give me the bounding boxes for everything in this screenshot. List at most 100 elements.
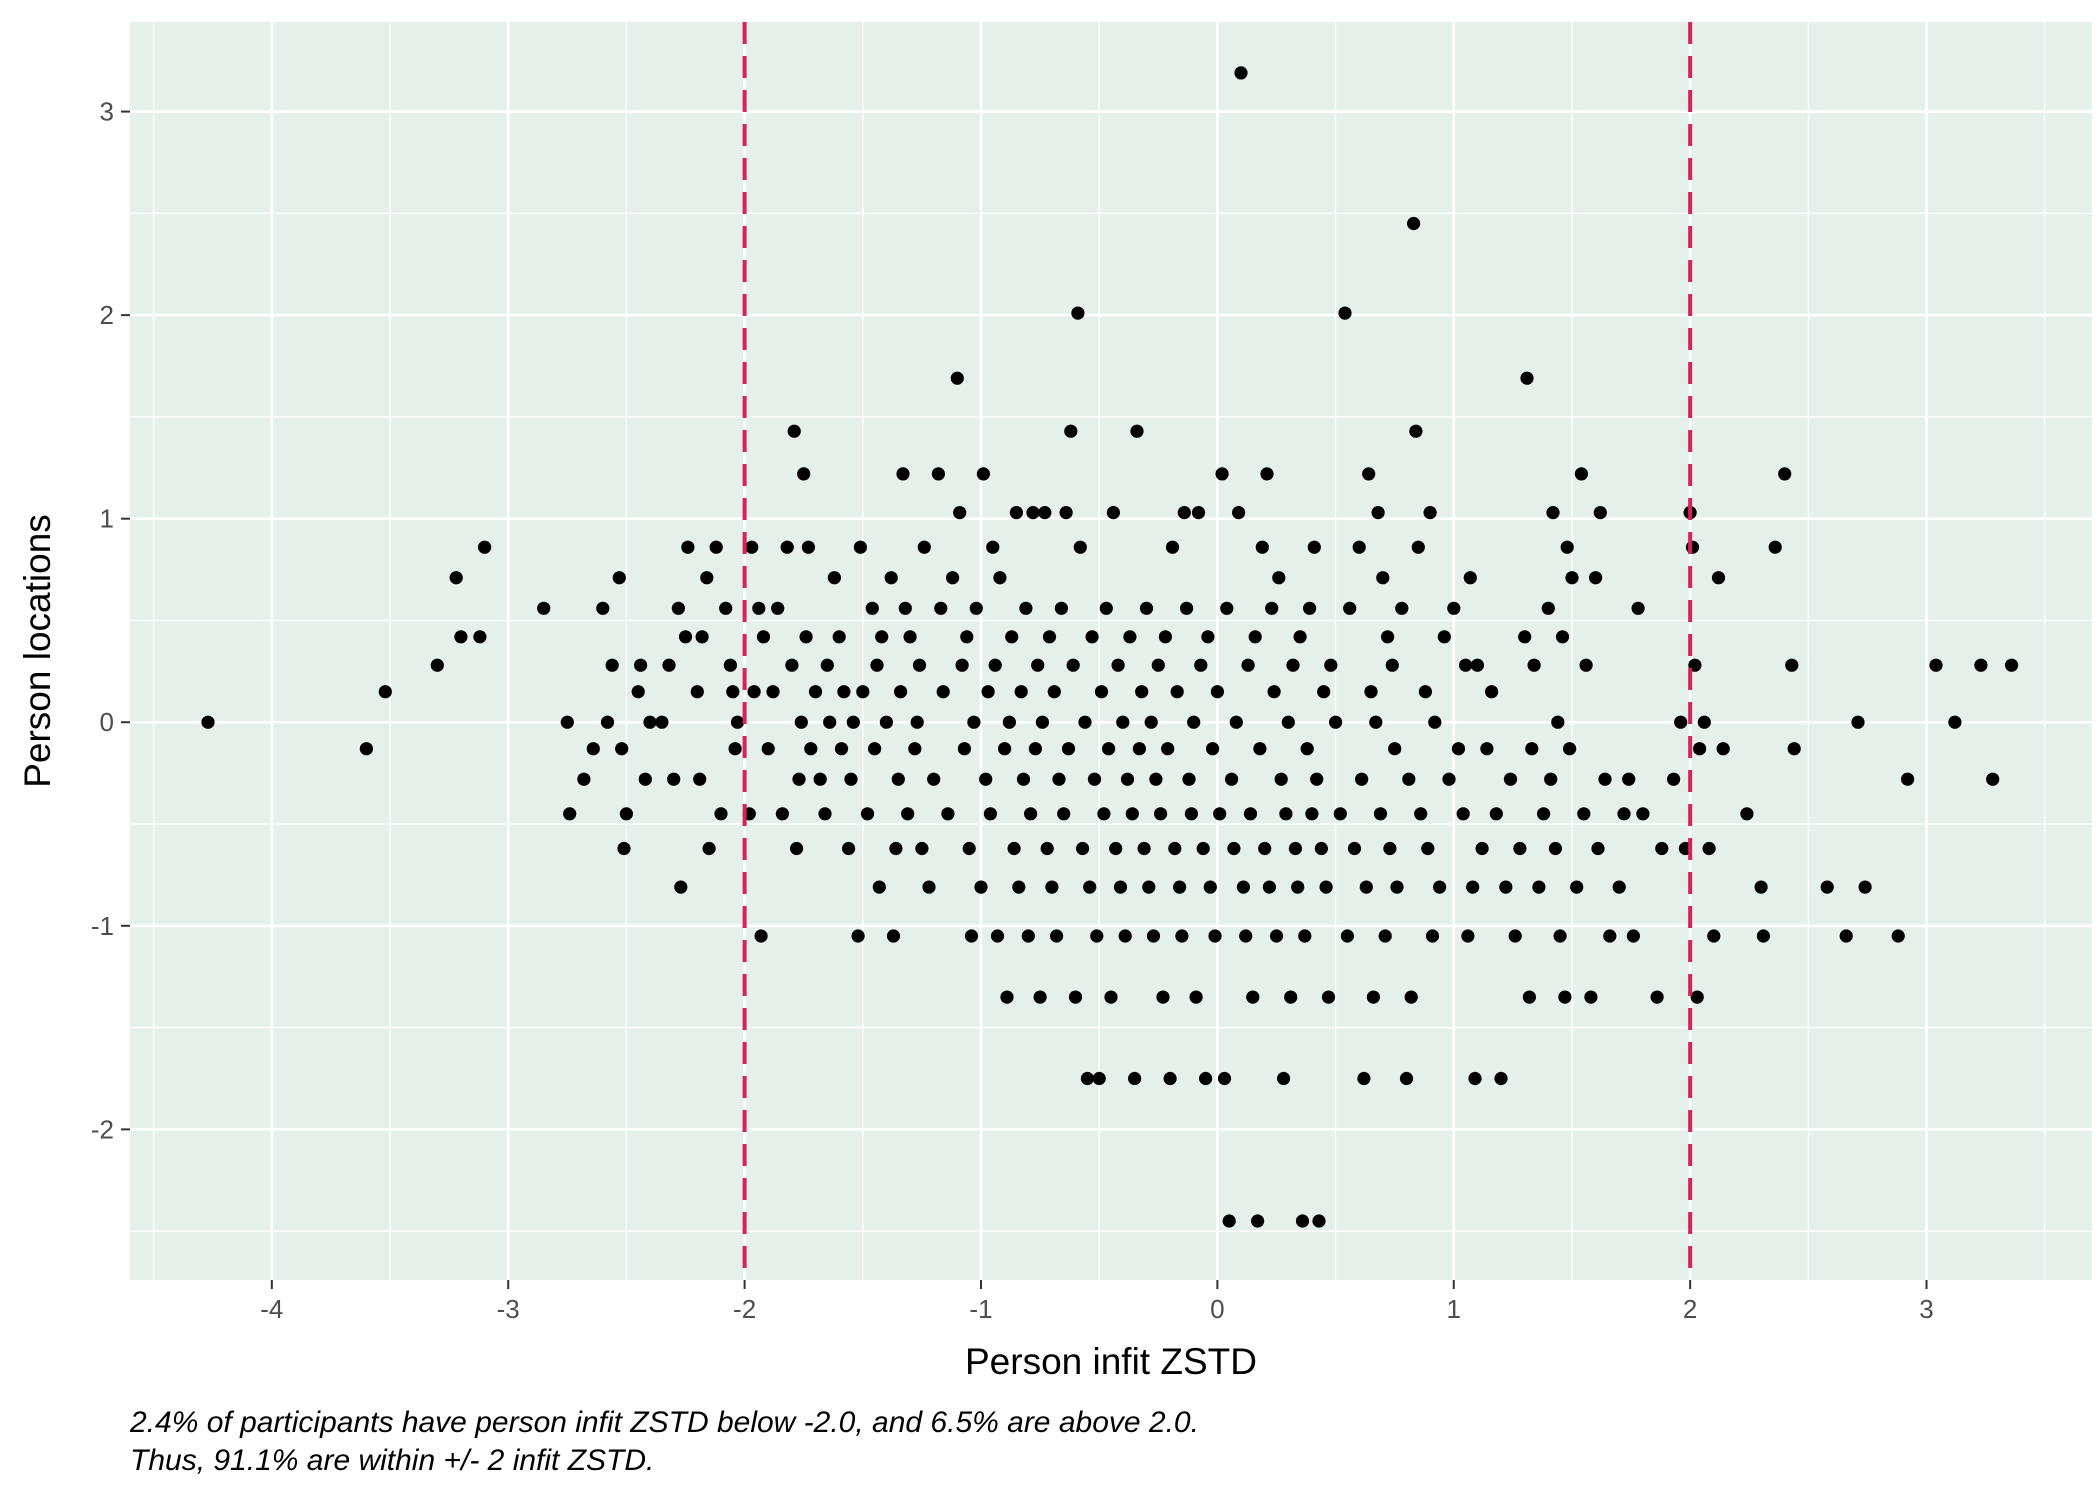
data-point xyxy=(846,715,860,729)
data-point xyxy=(1076,841,1090,856)
data-point xyxy=(1064,424,1078,438)
data-point xyxy=(1303,601,1317,615)
data-point xyxy=(915,841,929,856)
data-point xyxy=(1503,772,1518,786)
data-point xyxy=(1253,742,1267,756)
data-point xyxy=(1295,1214,1310,1228)
data-point xyxy=(780,540,794,554)
data-point xyxy=(1007,841,1021,856)
data-point xyxy=(1146,929,1161,943)
data-point xyxy=(612,571,626,585)
data-point xyxy=(678,630,693,644)
data-point xyxy=(1137,841,1151,856)
data-point xyxy=(1711,571,1726,585)
data-point xyxy=(1087,772,1102,786)
data-point xyxy=(1189,990,1203,1004)
data-point xyxy=(1300,742,1314,756)
data-point xyxy=(1468,1071,1482,1086)
data-point xyxy=(726,685,740,699)
y-tick-label: 1 xyxy=(100,504,114,534)
data-point xyxy=(1617,807,1631,821)
data-point xyxy=(1418,685,1432,699)
data-point xyxy=(1241,658,1255,672)
data-point xyxy=(955,658,969,672)
data-point xyxy=(1220,601,1234,615)
data-point xyxy=(1527,658,1541,672)
data-point xyxy=(1525,742,1539,756)
data-point xyxy=(960,630,974,644)
data-point xyxy=(1031,658,1045,672)
data-point xyxy=(1118,929,1132,943)
data-point xyxy=(990,929,1005,943)
data-point xyxy=(1839,929,1853,943)
data-point xyxy=(1974,658,1988,672)
data-point xyxy=(1040,841,1054,856)
data-point xyxy=(1142,880,1156,894)
data-point xyxy=(950,371,964,385)
data-point xyxy=(719,601,733,615)
data-point xyxy=(560,715,574,729)
data-point xyxy=(910,715,924,729)
data-point xyxy=(714,807,728,821)
data-point xyxy=(1161,742,1175,756)
data-point xyxy=(1281,715,1295,729)
data-point xyxy=(1574,467,1588,481)
data-point xyxy=(946,571,960,585)
data-point xyxy=(1165,540,1180,554)
data-point xyxy=(1577,807,1591,821)
data-point xyxy=(1019,601,1033,615)
data-point xyxy=(1532,880,1546,894)
data-point xyxy=(1390,880,1404,894)
data-point xyxy=(1052,772,1066,786)
data-point xyxy=(702,841,716,856)
data-point xyxy=(359,742,373,756)
data-point xyxy=(693,772,707,786)
data-point xyxy=(986,540,1000,554)
data-point xyxy=(1319,880,1333,894)
data-point xyxy=(1291,880,1305,894)
data-point xyxy=(787,424,801,438)
data-point xyxy=(478,540,492,554)
data-point xyxy=(1352,540,1366,554)
data-point xyxy=(1258,841,1272,856)
data-point xyxy=(820,658,834,672)
data-point xyxy=(1778,467,1792,481)
data-point xyxy=(1286,658,1300,672)
data-point xyxy=(917,540,931,554)
data-point xyxy=(1139,601,1154,615)
data-point xyxy=(993,571,1007,585)
data-point xyxy=(1314,841,1328,856)
data-point xyxy=(1111,658,1125,672)
data-point xyxy=(998,742,1012,756)
data-point xyxy=(853,540,868,554)
data-point xyxy=(1466,880,1480,894)
data-point xyxy=(832,630,846,644)
data-point xyxy=(634,658,648,672)
x-tick-label: -3 xyxy=(497,1294,520,1324)
data-point xyxy=(1102,742,1116,756)
plot-panel xyxy=(130,22,2092,1280)
data-point xyxy=(1210,685,1224,699)
data-point xyxy=(912,658,927,672)
data-point xyxy=(1042,630,1057,644)
data-point xyxy=(785,658,799,672)
data-point xyxy=(1359,880,1373,894)
data-point xyxy=(856,685,870,699)
minor-gridlines xyxy=(130,22,2092,1280)
data-point xyxy=(1494,1071,1508,1086)
data-point xyxy=(797,467,811,481)
data-point xyxy=(1338,306,1352,320)
data-point xyxy=(1068,990,1083,1004)
data-point xyxy=(969,601,983,615)
data-point xyxy=(655,715,669,729)
caption-line-1: 2.4% of participants have person infit Z… xyxy=(130,1406,1199,1439)
data-point xyxy=(870,658,884,672)
data-point xyxy=(1425,929,1440,943)
data-point xyxy=(1376,571,1390,585)
data-point xyxy=(1411,540,1425,554)
data-point xyxy=(1191,505,1206,520)
data-point xyxy=(1050,929,1064,943)
data-point xyxy=(596,601,610,615)
data-point xyxy=(1489,807,1503,821)
